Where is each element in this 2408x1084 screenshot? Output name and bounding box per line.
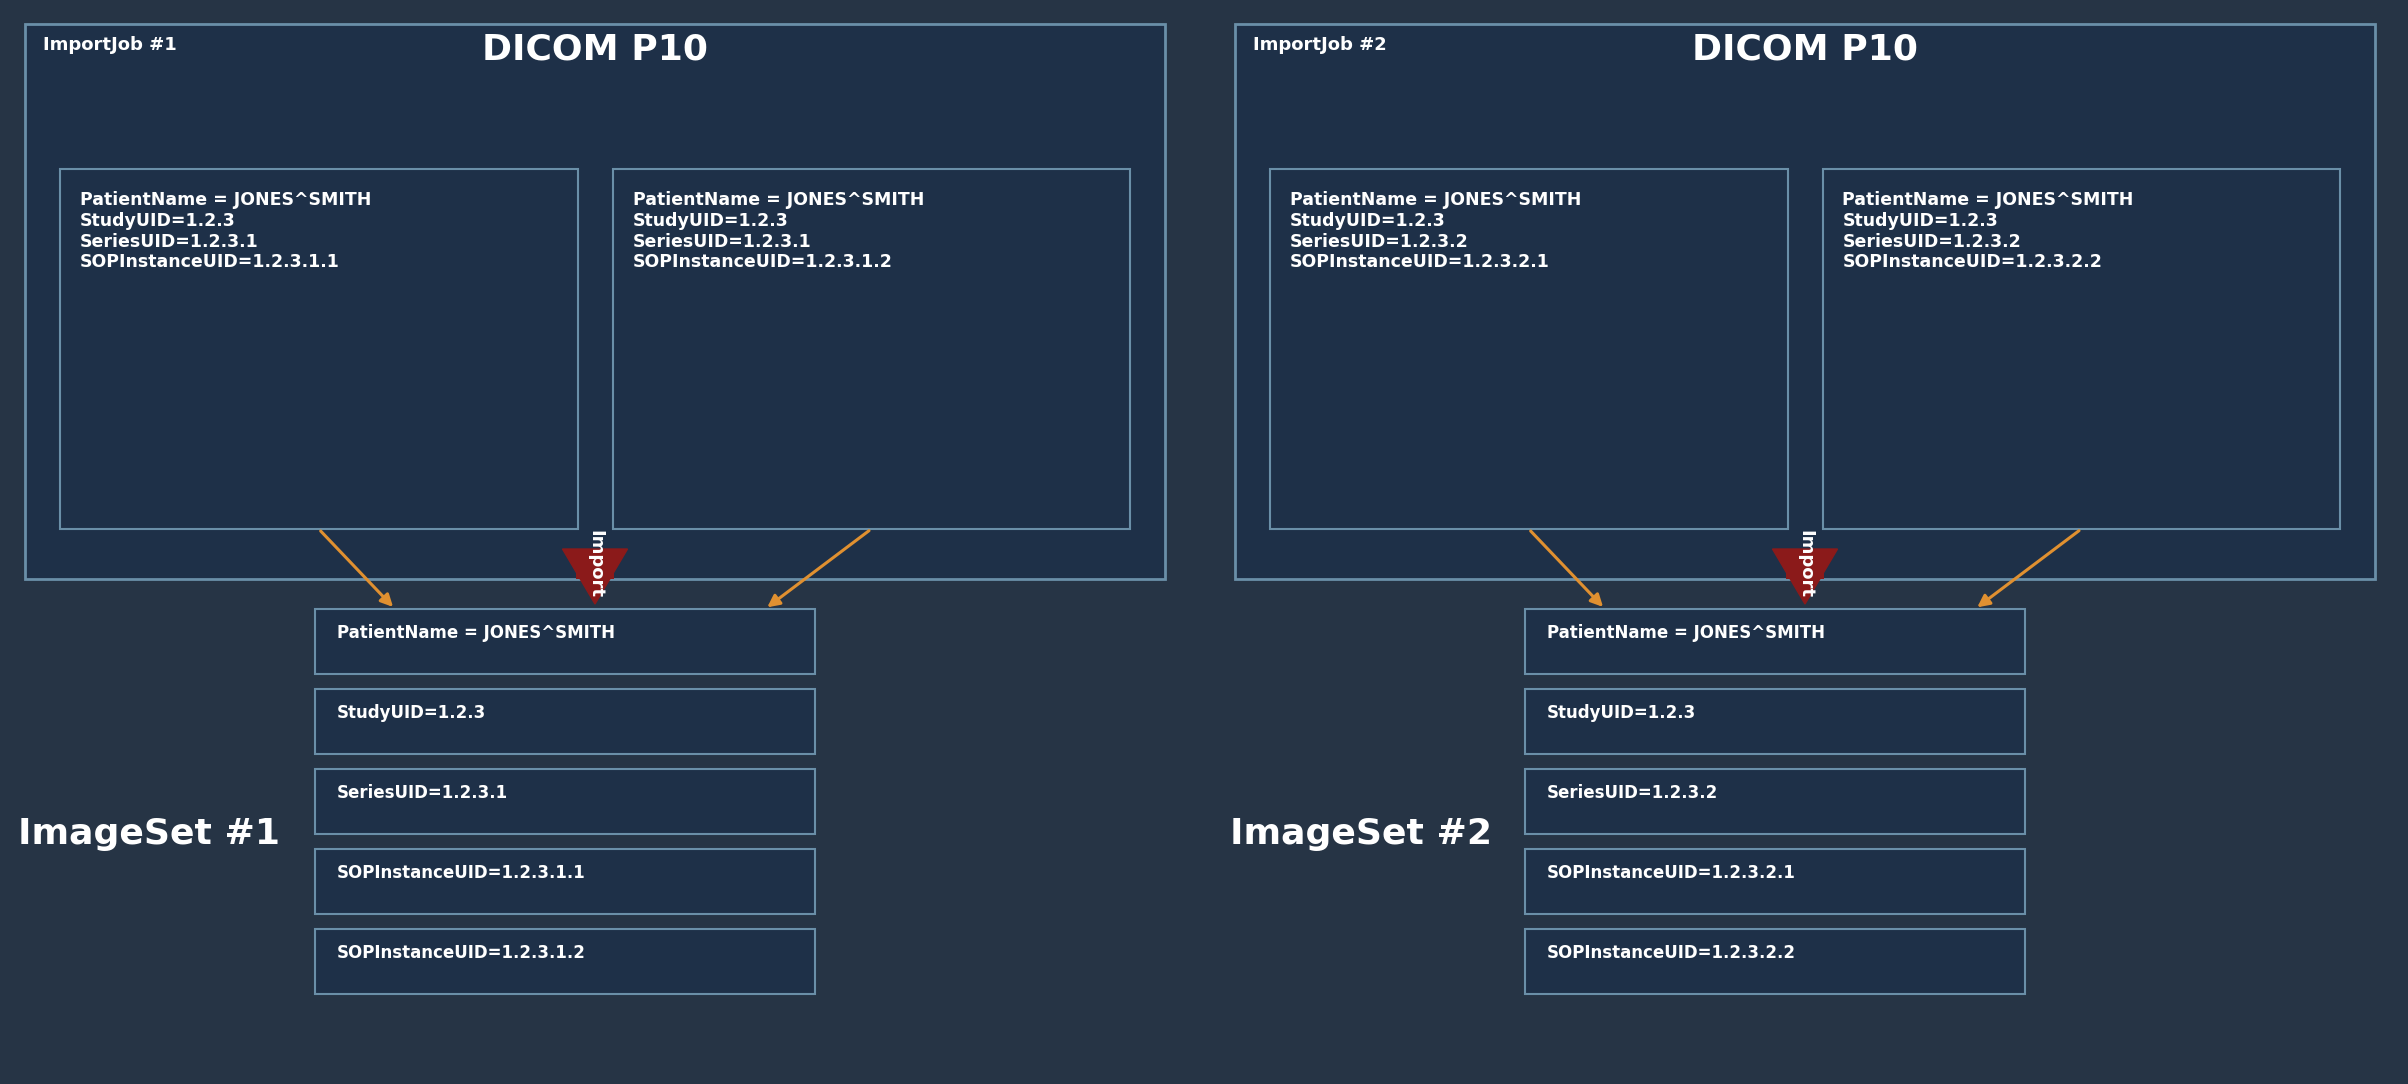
FancyBboxPatch shape xyxy=(1524,769,2025,834)
Text: SOPInstanceUID=1.2.3.1.2: SOPInstanceUID=1.2.3.1.2 xyxy=(337,944,585,962)
Text: PatientName = JONES^SMITH
StudyUID=1.2.3
SeriesUID=1.2.3.1
SOPInstanceUID=1.2.3.: PatientName = JONES^SMITH StudyUID=1.2.3… xyxy=(79,191,371,271)
FancyBboxPatch shape xyxy=(1823,169,2341,529)
Text: ImportJob #2: ImportJob #2 xyxy=(1252,36,1387,54)
Text: Import: Import xyxy=(1796,530,1813,598)
FancyBboxPatch shape xyxy=(315,849,814,914)
FancyBboxPatch shape xyxy=(1524,849,2025,914)
Text: ImportJob #1: ImportJob #1 xyxy=(43,36,176,54)
FancyBboxPatch shape xyxy=(315,689,814,754)
Text: SOPInstanceUID=1.2.3.1.1: SOPInstanceUID=1.2.3.1.1 xyxy=(337,864,585,882)
Text: PatientName = JONES^SMITH
StudyUID=1.2.3
SeriesUID=1.2.3.2
SOPInstanceUID=1.2.3.: PatientName = JONES^SMITH StudyUID=1.2.3… xyxy=(1291,191,1582,271)
Polygon shape xyxy=(1772,549,1837,604)
Text: DICOM P10: DICOM P10 xyxy=(1693,33,1919,66)
Text: PatientName = JONES^SMITH
StudyUID=1.2.3
SeriesUID=1.2.3.1
SOPInstanceUID=1.2.3.: PatientName = JONES^SMITH StudyUID=1.2.3… xyxy=(633,191,925,271)
FancyBboxPatch shape xyxy=(1524,689,2025,754)
FancyBboxPatch shape xyxy=(1269,169,1787,529)
Text: StudyUID=1.2.3: StudyUID=1.2.3 xyxy=(337,704,486,722)
FancyBboxPatch shape xyxy=(1787,549,1823,579)
FancyBboxPatch shape xyxy=(1235,24,2374,579)
Text: ImageSet #2: ImageSet #2 xyxy=(1230,817,1493,851)
Text: PatientName = JONES^SMITH: PatientName = JONES^SMITH xyxy=(1546,624,1825,642)
FancyBboxPatch shape xyxy=(315,769,814,834)
Text: SOPInstanceUID=1.2.3.2.2: SOPInstanceUID=1.2.3.2.2 xyxy=(1546,944,1796,962)
FancyBboxPatch shape xyxy=(315,929,814,994)
Text: Import: Import xyxy=(585,530,604,598)
FancyBboxPatch shape xyxy=(60,169,578,529)
FancyBboxPatch shape xyxy=(315,609,814,674)
Polygon shape xyxy=(563,549,628,604)
Text: SeriesUID=1.2.3.2: SeriesUID=1.2.3.2 xyxy=(1546,784,1719,802)
Text: StudyUID=1.2.3: StudyUID=1.2.3 xyxy=(1546,704,1695,722)
Text: DICOM P10: DICOM P10 xyxy=(482,33,708,66)
FancyBboxPatch shape xyxy=(612,169,1129,529)
FancyBboxPatch shape xyxy=(1524,929,2025,994)
FancyBboxPatch shape xyxy=(576,549,614,579)
FancyBboxPatch shape xyxy=(24,24,1165,579)
Text: PatientName = JONES^SMITH: PatientName = JONES^SMITH xyxy=(337,624,614,642)
FancyBboxPatch shape xyxy=(1524,609,2025,674)
Text: PatientName = JONES^SMITH
StudyUID=1.2.3
SeriesUID=1.2.3.2
SOPInstanceUID=1.2.3.: PatientName = JONES^SMITH StudyUID=1.2.3… xyxy=(1842,191,2133,271)
Text: SOPInstanceUID=1.2.3.2.1: SOPInstanceUID=1.2.3.2.1 xyxy=(1546,864,1796,882)
Text: ImageSet #1: ImageSet #1 xyxy=(17,817,279,851)
Text: SeriesUID=1.2.3.1: SeriesUID=1.2.3.1 xyxy=(337,784,508,802)
